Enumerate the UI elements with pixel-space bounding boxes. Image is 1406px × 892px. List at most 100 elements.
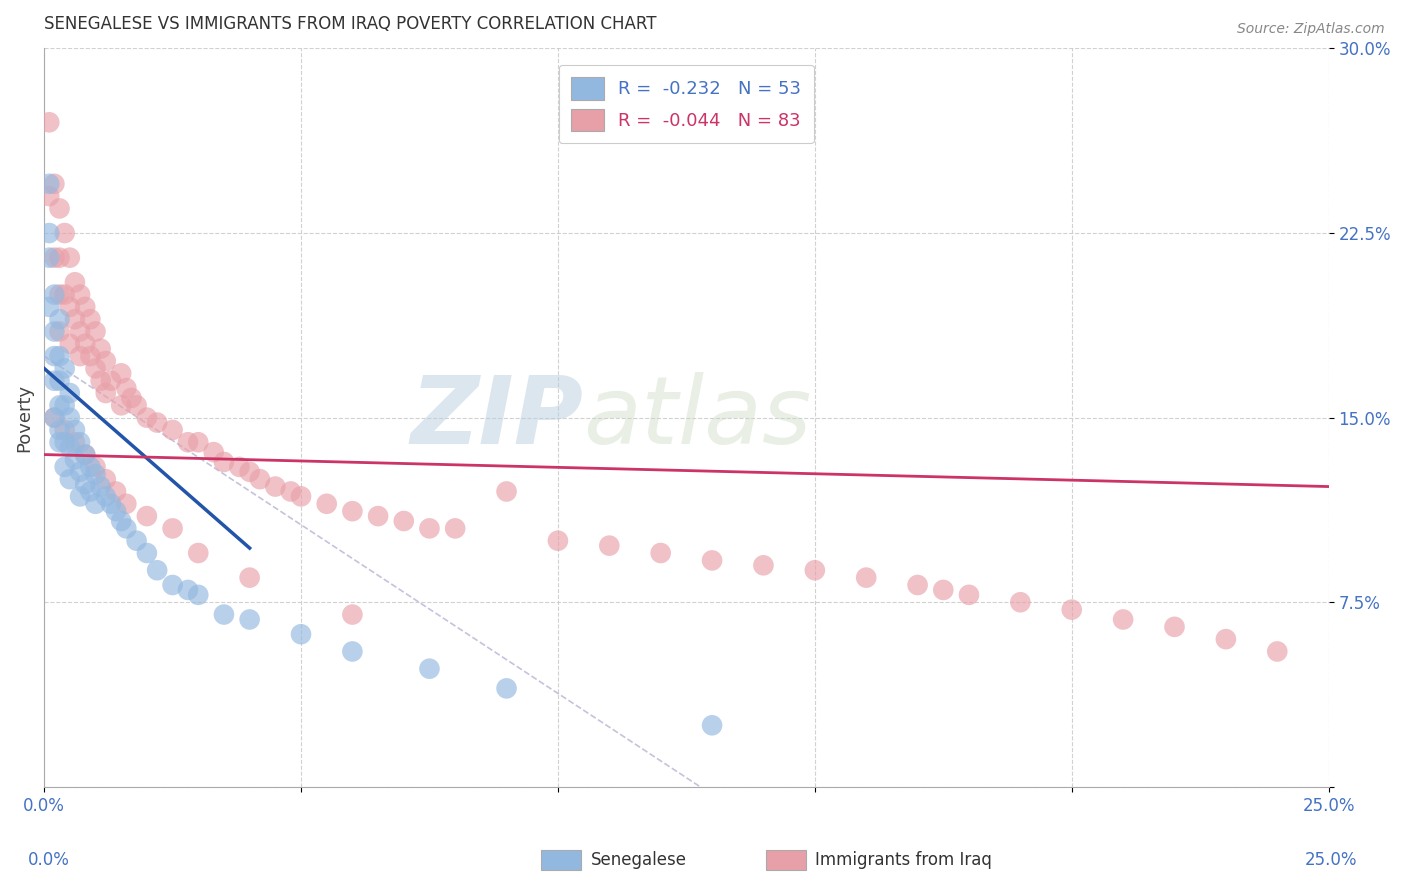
Text: SENEGALESE VS IMMIGRANTS FROM IRAQ POVERTY CORRELATION CHART: SENEGALESE VS IMMIGRANTS FROM IRAQ POVER… (44, 15, 657, 33)
Point (44, 410, 66, 425)
Point (100, 374, 122, 388)
Point (69, 465, 91, 479)
Point (94, 354, 117, 368)
Point (418, 662, 440, 676)
Point (804, 563, 827, 577)
Point (59, 472, 82, 486)
Point (202, 445, 225, 459)
Point (69, 325, 91, 339)
Point (48, 312, 70, 326)
Point (700, 553, 723, 567)
Point (48, 423, 70, 437)
Legend: R =  -0.232   N = 53, R =  -0.044   N = 83: R = -0.232 N = 53, R = -0.044 N = 83 (558, 65, 814, 144)
Point (135, 546, 157, 560)
Text: 25.0%: 25.0% (1305, 851, 1357, 869)
Point (94, 472, 117, 486)
Text: atlas: atlas (583, 372, 811, 463)
Point (110, 514, 132, 528)
Point (69, 287, 91, 301)
Point (48, 374, 70, 388)
Point (48, 349, 70, 363)
Point (75, 448, 97, 462)
Point (53, 361, 76, 376)
Point (63, 275, 86, 289)
Text: Immigrants from Iraq: Immigrants from Iraq (815, 851, 993, 869)
Point (342, 607, 364, 622)
Point (187, 435, 209, 450)
Point (290, 627, 312, 641)
Point (94, 386, 117, 401)
Point (187, 546, 209, 560)
Point (44, 251, 66, 265)
Point (110, 398, 132, 412)
Point (120, 391, 142, 405)
Point (79, 484, 101, 499)
Point (84, 325, 107, 339)
Point (84, 361, 107, 376)
Point (598, 539, 620, 553)
Point (48, 435, 70, 450)
Point (69, 435, 91, 450)
Point (44, 374, 66, 388)
Point (59, 336, 82, 351)
Point (418, 521, 440, 535)
Point (79, 459, 101, 474)
Point (1265, 644, 1288, 658)
Point (79, 349, 101, 363)
Point (63, 435, 86, 450)
Point (44, 177, 66, 191)
Point (53, 435, 76, 450)
Point (75, 300, 97, 314)
Point (105, 484, 128, 499)
Point (239, 571, 262, 585)
Y-axis label: Poverty: Poverty (15, 384, 32, 451)
Point (249, 472, 271, 486)
Point (367, 509, 389, 524)
Point (752, 558, 775, 573)
Point (135, 509, 157, 524)
Point (48, 398, 70, 412)
Point (1060, 602, 1083, 616)
Point (264, 479, 287, 493)
Point (59, 251, 82, 265)
Point (44, 410, 66, 425)
Point (547, 533, 569, 548)
Point (957, 588, 980, 602)
Point (177, 582, 200, 597)
Point (84, 459, 107, 474)
Point (79, 312, 101, 326)
Point (59, 300, 82, 314)
Point (44, 325, 66, 339)
Point (110, 367, 132, 381)
Point (146, 563, 169, 577)
Point (162, 423, 184, 437)
Point (125, 398, 148, 412)
Point (125, 533, 148, 548)
Point (212, 455, 235, 469)
Point (53, 398, 76, 412)
Point (495, 681, 517, 696)
Point (342, 504, 364, 518)
Point (135, 410, 157, 425)
Point (444, 521, 467, 535)
Point (38, 177, 60, 191)
Point (228, 459, 250, 474)
Point (115, 521, 138, 535)
Point (187, 588, 209, 602)
Point (48, 325, 70, 339)
Point (53, 459, 76, 474)
Point (69, 490, 91, 504)
Point (38, 115, 60, 129)
Point (177, 435, 200, 450)
Point (315, 497, 337, 511)
Point (38, 189, 60, 203)
Text: ZIP: ZIP (411, 372, 583, 464)
Point (239, 465, 262, 479)
Point (1215, 632, 1237, 647)
Point (75, 477, 97, 491)
Point (94, 490, 117, 504)
Point (90, 374, 112, 388)
Point (495, 484, 517, 499)
Point (53, 423, 76, 437)
Point (59, 386, 82, 401)
